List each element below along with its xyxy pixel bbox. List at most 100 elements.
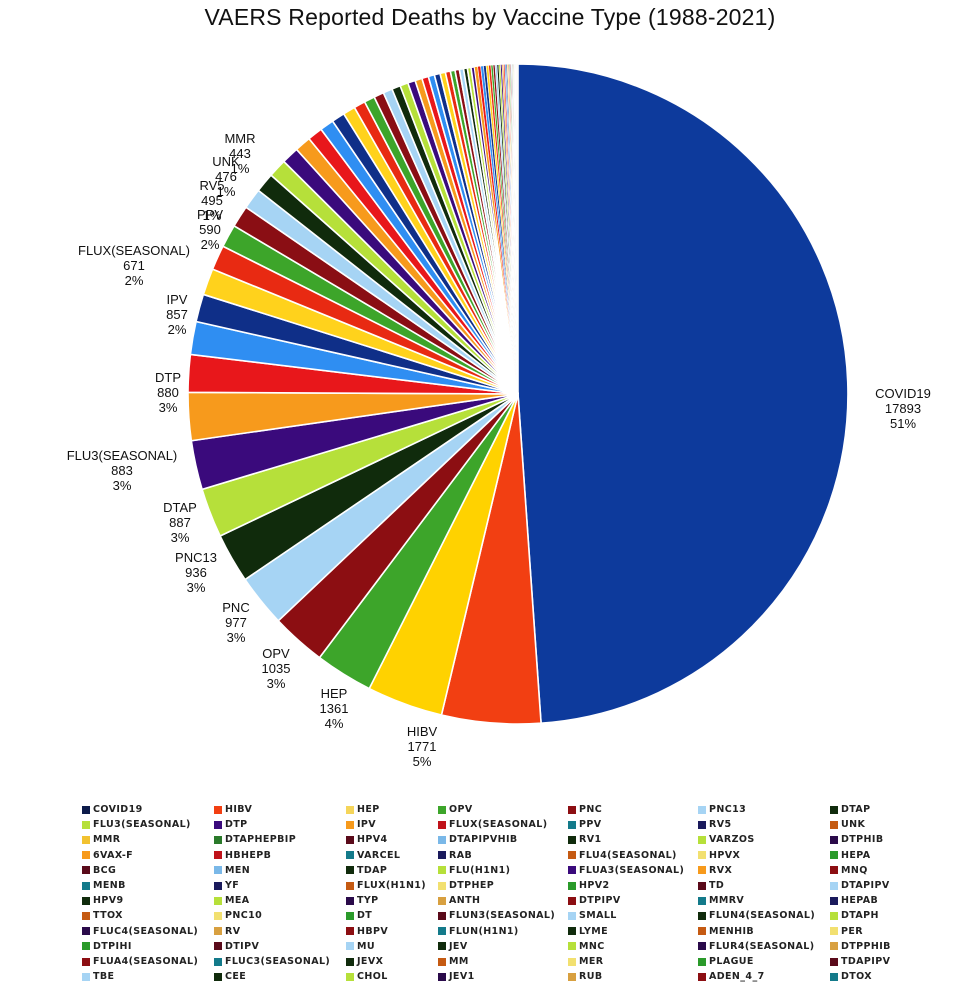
legend-label: DT xyxy=(357,910,373,922)
legend-label: RV xyxy=(225,925,241,937)
legend-swatch xyxy=(568,820,576,829)
legend-item-unk: UNK xyxy=(830,819,865,830)
legend-item-mea: MEA xyxy=(214,895,250,906)
slice-label-ppv: PPV 590 2% xyxy=(197,207,223,252)
legend-swatch xyxy=(830,805,838,814)
legend-label: UNK xyxy=(841,819,866,831)
legend-item-mmrv: MMRV xyxy=(698,895,744,906)
legend-swatch xyxy=(214,881,222,890)
legend-item-td: TD xyxy=(698,880,724,891)
legend-item-flu4-seasonal-: FLU4(SEASONAL) xyxy=(568,850,677,861)
legend-item-pnc: PNC xyxy=(568,804,602,815)
legend-swatch xyxy=(830,957,838,966)
legend-item-flun3-seasonal-: FLUN3(SEASONAL) xyxy=(438,910,555,921)
legend-swatch xyxy=(568,927,576,936)
legend-label: PER xyxy=(841,925,863,937)
legend-label: PNC xyxy=(579,804,603,815)
legend-swatch xyxy=(698,957,706,966)
legend-label: PNC10 xyxy=(225,910,263,922)
legend-item-dtphep: DTPHEP xyxy=(438,880,494,891)
legend-swatch xyxy=(568,972,576,981)
legend-item-dtp: DTP xyxy=(214,819,248,830)
legend-item-tdap: TDAP xyxy=(346,865,387,876)
legend-item-flu-h1n1-: FLU(H1N1) xyxy=(438,865,510,876)
legend-item-hepa: HEPA xyxy=(830,850,870,861)
legend-swatch xyxy=(698,911,706,920)
legend-swatch xyxy=(438,881,446,890)
legend-label: FLU3(SEASONAL) xyxy=(93,819,191,831)
legend-label: MU xyxy=(357,940,375,952)
legend-swatch xyxy=(438,851,446,860)
legend-label: PPV xyxy=(579,819,602,831)
chart-title: VAERS Reported Deaths by Vaccine Type (1… xyxy=(204,4,776,30)
legend-label: DTAPHEPBIP xyxy=(225,834,297,846)
legend-swatch xyxy=(830,972,838,981)
legend-swatch xyxy=(214,927,222,936)
legend-label: ANTH xyxy=(449,895,481,907)
legend-swatch xyxy=(830,835,838,844)
legend-label: DTAPIPVHIB xyxy=(449,834,518,846)
legend-label: FLU(H1N1) xyxy=(449,864,511,876)
legend-swatch xyxy=(830,942,838,951)
legend-swatch xyxy=(438,927,446,936)
legend-label: DTOX xyxy=(841,971,873,983)
legend-label: VARZOS xyxy=(709,834,755,846)
legend-label: DTPPHIB xyxy=(841,940,891,952)
legend-item-bcg: BCG xyxy=(82,865,116,876)
legend-swatch xyxy=(568,835,576,844)
legend-swatch xyxy=(214,942,222,951)
legend-swatch xyxy=(82,866,90,875)
legend-item-tbe: TBE xyxy=(82,971,114,982)
legend-swatch xyxy=(438,957,446,966)
legend-swatch xyxy=(698,835,706,844)
legend-item-flux-h1n1-: FLUX(H1N1) xyxy=(346,880,426,891)
legend-swatch xyxy=(568,881,576,890)
legend-label: DTPIPV xyxy=(579,895,621,907)
legend-item-hpv4: HPV4 xyxy=(346,834,387,845)
legend-label: DTPHIB xyxy=(841,834,884,846)
legend-label: CEE xyxy=(225,971,247,983)
legend-item-dtap: DTAP xyxy=(830,804,871,815)
legend-item-flun-h1n1-: FLUN(H1N1) xyxy=(438,926,519,937)
legend-item-jevx: JEVX xyxy=(346,956,383,967)
legend-label: HIBV xyxy=(225,804,253,815)
legend-item-small: SMALL xyxy=(568,910,617,921)
legend-item-mu: MU xyxy=(346,941,375,952)
legend-item-opv: OPV xyxy=(438,804,473,815)
legend-label: FLUA3(SEASONAL) xyxy=(579,864,685,876)
legend-item-jev1: JEV1 xyxy=(438,971,475,982)
legend-label: HPVX xyxy=(709,849,741,861)
legend-label: RV5 xyxy=(709,819,732,831)
legend-swatch xyxy=(830,851,838,860)
legend-swatch xyxy=(82,851,90,860)
legend-label: HPV2 xyxy=(579,880,610,891)
legend-label: MENHIB xyxy=(709,925,755,937)
legend-item-yf: YF xyxy=(214,880,239,891)
legend-swatch xyxy=(214,805,222,814)
legend-label: TBE xyxy=(93,971,115,983)
legend-swatch xyxy=(830,866,838,875)
legend-item-flur4-seasonal-: FLUR4(SEASONAL) xyxy=(698,941,815,952)
legend-swatch xyxy=(82,896,90,905)
legend-swatch xyxy=(214,866,222,875)
legend-label: IPV xyxy=(357,819,377,831)
legend-swatch xyxy=(82,957,90,966)
slice-label-mmr: MMR 443 1% xyxy=(224,131,255,176)
legend-label: CHOL xyxy=(357,971,388,983)
legend-label: 6VAX-F xyxy=(93,849,134,861)
legend-item-flua3-seasonal-: FLUA3(SEASONAL) xyxy=(568,865,684,876)
legend-label: DTAP xyxy=(841,804,871,815)
legend-item-rab: RAB xyxy=(438,850,472,861)
legend-item-dtaphepbip: DTAPHEPBIP xyxy=(214,834,296,845)
legend-swatch xyxy=(568,911,576,920)
legend-label: MMR xyxy=(93,834,121,846)
legend-item-chol: CHOL xyxy=(346,971,388,982)
legend-item-rv1: RV1 xyxy=(568,834,601,845)
legend-swatch xyxy=(698,881,706,890)
slice-label-opv: OPV 1035 3% xyxy=(262,646,291,691)
legend-label: PNC13 xyxy=(709,804,747,815)
legend-item-flux-seasonal-: FLUX(SEASONAL) xyxy=(438,819,548,830)
legend-swatch xyxy=(438,835,446,844)
legend-item-dt: DT xyxy=(346,910,372,921)
legend-swatch xyxy=(830,881,838,890)
